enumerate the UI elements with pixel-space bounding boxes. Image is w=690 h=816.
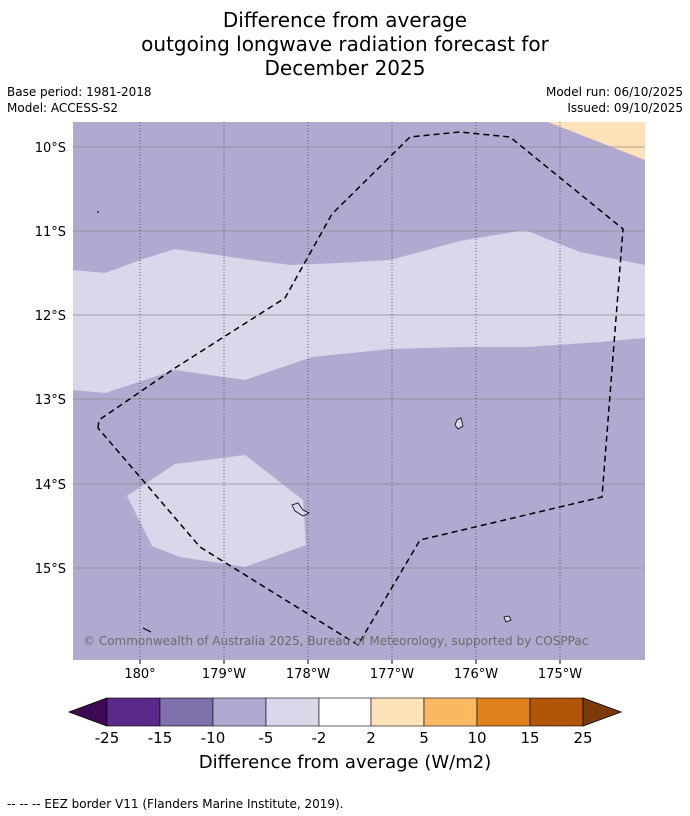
anomaly-positive-top-right: [548, 122, 645, 160]
colorbar-segment: [318, 697, 372, 727]
colorbar-segment: [212, 697, 267, 727]
lat-label: 11°S: [35, 225, 66, 240]
lon-label: 179°W: [202, 667, 246, 682]
colorbar-tick: 15: [520, 729, 539, 747]
colorbar-segment: [423, 697, 478, 727]
colorbar: [67, 697, 623, 727]
copyright-notice: © Commonwealth of Australia 2025, Bureau…: [83, 634, 588, 648]
island-dot-northwest: [97, 211, 99, 213]
colorbar-segment: [476, 697, 531, 727]
colorbar-segment: [370, 697, 425, 727]
island-futuna: [291, 502, 310, 517]
colorbar-tick-labels: -25 -15 -10 -5 -2 2 5 10 15 25: [95, 729, 593, 747]
lon-label: 178°W: [286, 667, 330, 682]
lon-label: 176°W: [454, 667, 498, 682]
lat-label: 14°S: [35, 478, 66, 493]
title-line-1: Difference from average: [222, 8, 468, 32]
colorbar-tick: 25: [573, 729, 592, 747]
colorbar-tick: 2: [366, 729, 376, 747]
colorbar-tick: -10: [201, 729, 226, 747]
title-line-2: outgoing longwave radiation forecast for: [141, 32, 549, 56]
colorbar-segment: [106, 697, 161, 727]
graticule-latitudes: [73, 146, 645, 569]
lat-label: 12°S: [35, 309, 66, 324]
island-wallis: [454, 417, 464, 430]
colorbar-segment: [265, 697, 320, 727]
map-title: Difference from average outgoing longwav…: [0, 8, 690, 80]
title-line-3: December 2025: [264, 56, 426, 80]
anomaly-band-minus-2-to-minus-5: [73, 230, 645, 393]
longitude-labels: 180° 179°W 178°W 177°W 176°W 175°W: [124, 667, 582, 682]
base-period: Base period: 1981-2018: [7, 85, 152, 99]
colorbar-title: Difference from average (W/m2): [198, 752, 492, 773]
lon-label: 175°W: [538, 667, 582, 682]
model-name: Model: ACCESS-S2: [7, 101, 119, 115]
island-small-south: [503, 615, 512, 623]
lat-label: 15°S: [35, 562, 66, 577]
colorbar-extend-low: [67, 697, 108, 727]
latitude-labels: 10°S 11°S 12°S 13°S 14°S 15°S: [35, 141, 66, 577]
island-sliver-southwest: [142, 627, 152, 633]
colorbar-tick: 5: [419, 729, 429, 747]
lon-label: 180°: [124, 667, 155, 682]
colorbar-tick: -15: [148, 729, 173, 747]
lat-label: 10°S: [35, 141, 66, 156]
meta-right: Model run: 06/10/2025 Issued: 09/10/2025: [546, 84, 683, 116]
colorbar-extend-high: [582, 697, 623, 727]
eez-border: [97, 131, 624, 647]
colorbar-tick: -25: [95, 729, 120, 747]
anomaly-patch-lower-left: [127, 455, 306, 567]
anomaly-band-minus-5-to-minus-10: [73, 122, 645, 660]
colorbar-tick: -5: [259, 729, 274, 747]
longitude-ticks: [139, 660, 561, 664]
colorbar-segment: [159, 697, 214, 727]
colorbar-tick: -2: [312, 729, 327, 747]
model-run: Model run: 06/10/2025: [545, 85, 683, 99]
eez-legend-note: -- -- -- EEZ border V11 (Flanders Marine…: [7, 797, 344, 811]
lon-label: 177°W: [370, 667, 414, 682]
lat-label: 13°S: [35, 393, 66, 408]
colorbar-tick: 10: [467, 729, 486, 747]
meta-left: Base period: 1981-2018 Model: ACCESS-S2: [7, 84, 152, 116]
issued-date: Issued: 09/10/2025: [567, 101, 683, 115]
map-panel: © Commonwealth of Australia 2025, Bureau…: [73, 122, 645, 660]
colorbar-segment: [529, 697, 584, 727]
